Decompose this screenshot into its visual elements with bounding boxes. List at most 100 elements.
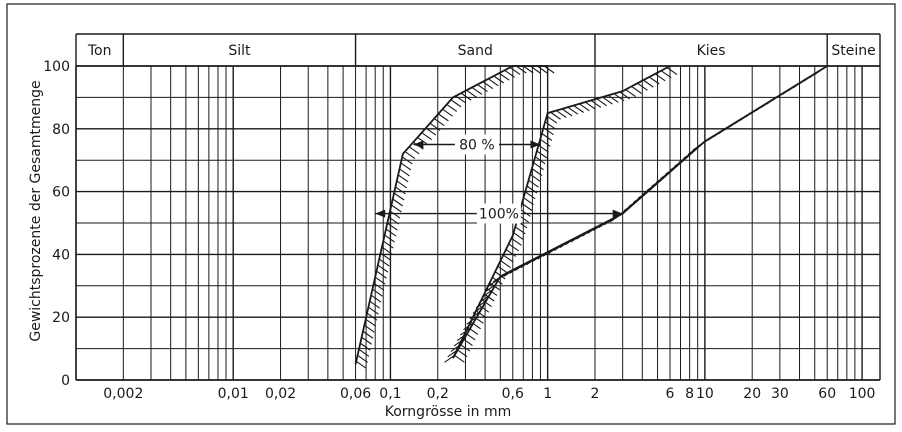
x-tick-label: 2 xyxy=(591,386,600,402)
hatch-mark xyxy=(561,108,573,117)
hatch-mark xyxy=(460,92,472,101)
hatch-mark xyxy=(397,174,409,183)
hatch-mark xyxy=(666,67,678,76)
hatch-mark xyxy=(366,312,378,321)
chart-frame xyxy=(6,3,896,425)
hatch-mark xyxy=(404,151,416,160)
grading-curve xyxy=(452,65,671,359)
hatch-mark xyxy=(450,99,462,108)
x-tick-label: 10 xyxy=(696,386,714,402)
hatch-mark xyxy=(539,138,551,147)
hatch-mark xyxy=(544,121,556,130)
hatch-mark xyxy=(370,294,382,303)
hatch-mark xyxy=(567,106,579,115)
hatch-mark xyxy=(488,78,499,87)
hatch-mark xyxy=(555,110,567,119)
x-tick-label: 0,002 xyxy=(103,386,143,402)
hatch-mark xyxy=(387,222,398,231)
hatch-mark xyxy=(654,73,666,82)
hatch-mark xyxy=(533,162,544,171)
hatch-mark xyxy=(368,306,379,315)
annotation-label-bg xyxy=(454,134,499,155)
hatch-mark xyxy=(648,76,660,85)
hatch-mark xyxy=(358,348,370,357)
hatch-mark xyxy=(372,288,383,297)
x-tick-label: 0,01 xyxy=(218,386,249,402)
annotation-label: 80 % xyxy=(459,138,495,154)
x-tick-label: 0,6 xyxy=(502,386,524,402)
hatch-mark xyxy=(526,185,538,194)
x-tick-label: 8 xyxy=(685,386,694,402)
hatch-mark xyxy=(522,65,534,74)
hatch-mark xyxy=(660,70,672,79)
band-label: Ton xyxy=(87,43,112,59)
hatch-mark xyxy=(531,168,543,176)
hatch-mark xyxy=(364,324,375,333)
hatch-mark xyxy=(536,150,548,159)
hatch-mark xyxy=(498,72,510,81)
x-tick-label: 6 xyxy=(666,386,675,402)
hatch-mark xyxy=(388,216,400,225)
hatch-mark xyxy=(408,146,420,155)
y-tick-label: 0 xyxy=(61,373,70,389)
hatch-mark xyxy=(381,246,393,255)
y-tick-label: 80 xyxy=(52,122,70,138)
hatch-mark xyxy=(385,228,397,237)
hatch-mark xyxy=(395,186,406,195)
hatch-mark xyxy=(619,91,631,100)
hatch-mark xyxy=(497,265,509,274)
hatch-mark xyxy=(456,349,468,358)
hatch-mark xyxy=(534,156,546,165)
grid-lines xyxy=(75,34,881,381)
hatch-mark xyxy=(529,65,541,74)
hatch-mark xyxy=(399,168,410,177)
arrowhead-left-icon xyxy=(375,209,386,218)
x-tick-label: 1 xyxy=(543,386,552,402)
hatch-mark xyxy=(482,81,494,90)
hatch-mark xyxy=(374,276,386,285)
hatch-mark xyxy=(421,132,432,141)
hatch-mark xyxy=(500,260,511,269)
x-tick-label: 0,1 xyxy=(379,386,401,402)
hatch-mark xyxy=(493,75,505,84)
hatch-mark xyxy=(579,103,590,112)
soil-band-header: Ton Silt Sand Kies Steine xyxy=(76,33,880,67)
hatch-mark xyxy=(538,144,549,153)
x-tick-label: 0,02 xyxy=(265,386,296,402)
hatch-mark xyxy=(550,111,561,120)
hatch-mark xyxy=(478,304,490,313)
hatch-mark xyxy=(393,192,405,201)
hatch-mark xyxy=(625,89,636,98)
hatch-mark xyxy=(454,354,465,363)
hatch-mark xyxy=(584,101,596,110)
hatch-mark xyxy=(596,98,608,107)
hatch-mark xyxy=(543,65,555,74)
hatch-mark xyxy=(515,65,527,74)
hatch-mark xyxy=(401,156,413,165)
hatch-mark xyxy=(382,240,394,249)
annotations: 80 % 100% xyxy=(375,134,623,224)
hatch-mark xyxy=(543,127,554,136)
hatch-mark xyxy=(541,133,553,141)
hatch-mark xyxy=(519,208,531,217)
hatch-mark xyxy=(523,197,534,206)
axis-tick-labels: 0 20 40 60 80 100 0,002 0,01 0,02 0,06 0,1 0,2 0,6 1 2… xyxy=(43,59,875,402)
hatch-mark xyxy=(521,203,533,211)
x-tick-label: 100 xyxy=(849,386,876,402)
hatch-mark xyxy=(505,249,517,257)
hatch-mark xyxy=(466,89,477,98)
x-tick-label: 60 xyxy=(818,386,836,402)
y-axis-label: Gewichtsprozente der Gesamtmenge xyxy=(28,80,44,341)
hatch-mark xyxy=(396,180,408,189)
hatch-mark xyxy=(425,127,437,136)
hatch-mark xyxy=(631,85,642,94)
band-label: Steine xyxy=(831,43,875,59)
hatch-mark xyxy=(442,108,453,117)
x-axis-label: Korngrösse in mm xyxy=(385,404,511,420)
grading-curve xyxy=(354,65,548,365)
hatch-mark xyxy=(481,299,492,308)
band-label: Kies xyxy=(697,43,726,59)
hatch-mark xyxy=(529,173,541,182)
hatch-mark xyxy=(509,66,521,75)
hatch-mark xyxy=(504,69,515,78)
